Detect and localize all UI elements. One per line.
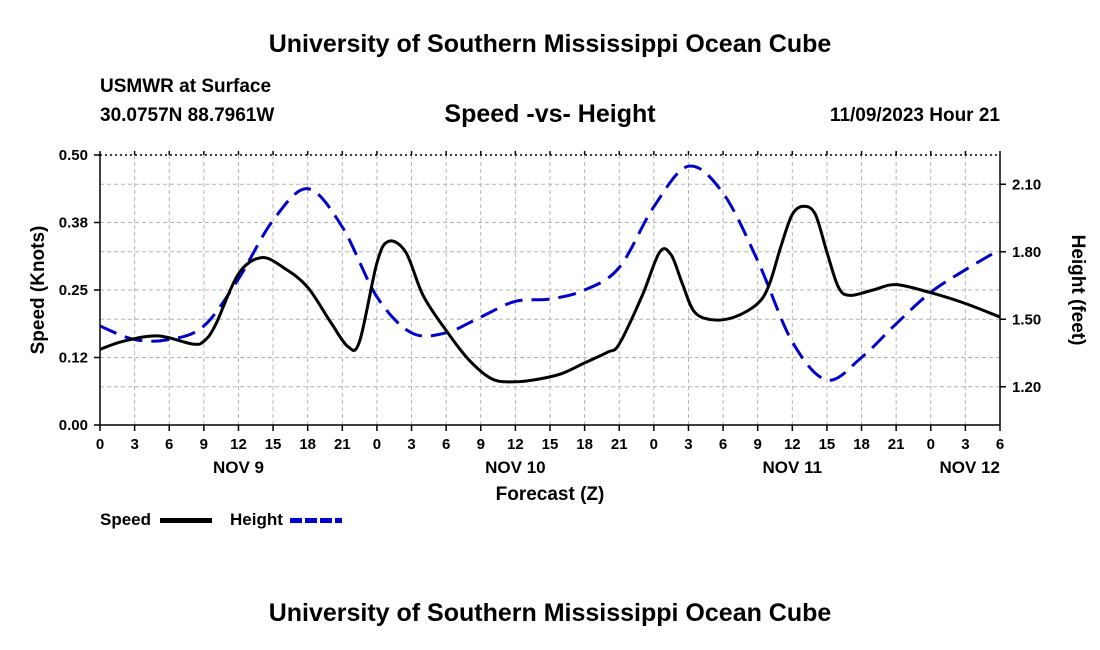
right-axis-label: Height (feet) [1067,235,1088,346]
x-tick-label: 9 [754,436,762,453]
x-tick-label: 12 [507,436,524,453]
x-tick-label: 6 [719,436,727,453]
legend-height-label: Height [230,510,283,529]
x-tick-label: 21 [611,436,628,453]
x-tick-label: 21 [334,436,351,453]
right-tick-label: 1.80 [1012,244,1041,261]
station-coordinates: 30.0757N 88.7961W [100,105,275,126]
x-tick-label: 18 [576,436,593,453]
legend-height-swatch [290,518,342,523]
legend-speed-swatch [160,518,212,523]
right-tick-label: 1.50 [1012,311,1041,328]
left-tick-label: 0.38 [59,215,88,232]
left-axis-label: Speed (Knots) [28,226,49,355]
x-tick-label: 12 [784,436,801,453]
height-series-line [99,164,1001,382]
x-tick-label: 6 [996,436,1004,453]
left-tick-label: 0.12 [59,350,88,367]
x-tick-label: 15 [542,436,559,453]
page-title: University of Southern Mississippi Ocean… [268,30,832,58]
x-axis-label: Forecast (Z) [496,484,605,505]
x-date-label: NOV 11 [763,458,823,477]
x-tick-label: 0 [650,436,658,453]
x-tick-label: 6 [442,436,450,453]
x-tick-label: 3 [961,436,969,453]
x-tick-label: 12 [230,436,247,453]
x-tick-label: 15 [819,436,836,453]
left-tick-label: 0.25 [59,282,88,299]
station-label: USMWR at Surface [100,76,272,97]
footer-title: University of Southern Mississippi Ocean… [268,599,832,627]
speed-series-line [99,204,1001,384]
x-date-label: NOV 12 [940,458,1000,477]
chart-subtitle: Speed -vs- Height [444,100,656,128]
x-date-label: NOV 10 [485,458,545,477]
x-tick-label: 18 [299,436,316,453]
x-tick-label: 3 [130,436,138,453]
grid-lines [100,155,1000,425]
right-tick-label: 2.10 [1012,176,1041,193]
left-tick-label: 0.00 [59,417,88,434]
axes: 0 3 6 9 12 15 18 21 0 3 6 9 12 15 18 21 0 3 6 9 12 15 18 21 0 3 6 N… [59,147,1041,477]
right-tick-label: 1.20 [1012,379,1041,396]
x-tick-label: 0 [927,436,935,453]
x-tick-label: 15 [265,436,282,453]
left-tick-label: 0.50 [59,147,88,164]
forecast-datetime: 11/09/2023 Hour 21 [829,105,1000,126]
x-tick-label: 9 [200,436,208,453]
x-tick-label: 0 [96,436,104,453]
legend-speed-label: Speed [100,510,152,529]
x-tick-label: 0 [373,436,381,453]
x-tick-label: 3 [407,436,415,453]
x-tick-label: 3 [684,436,692,453]
x-date-label: NOV 9 [213,458,264,477]
x-tick-label: 21 [888,436,905,453]
data-series [99,164,1001,384]
x-tick-label: 18 [853,436,870,453]
x-tick-label: 6 [165,436,173,453]
x-tick-label: 9 [477,436,485,453]
